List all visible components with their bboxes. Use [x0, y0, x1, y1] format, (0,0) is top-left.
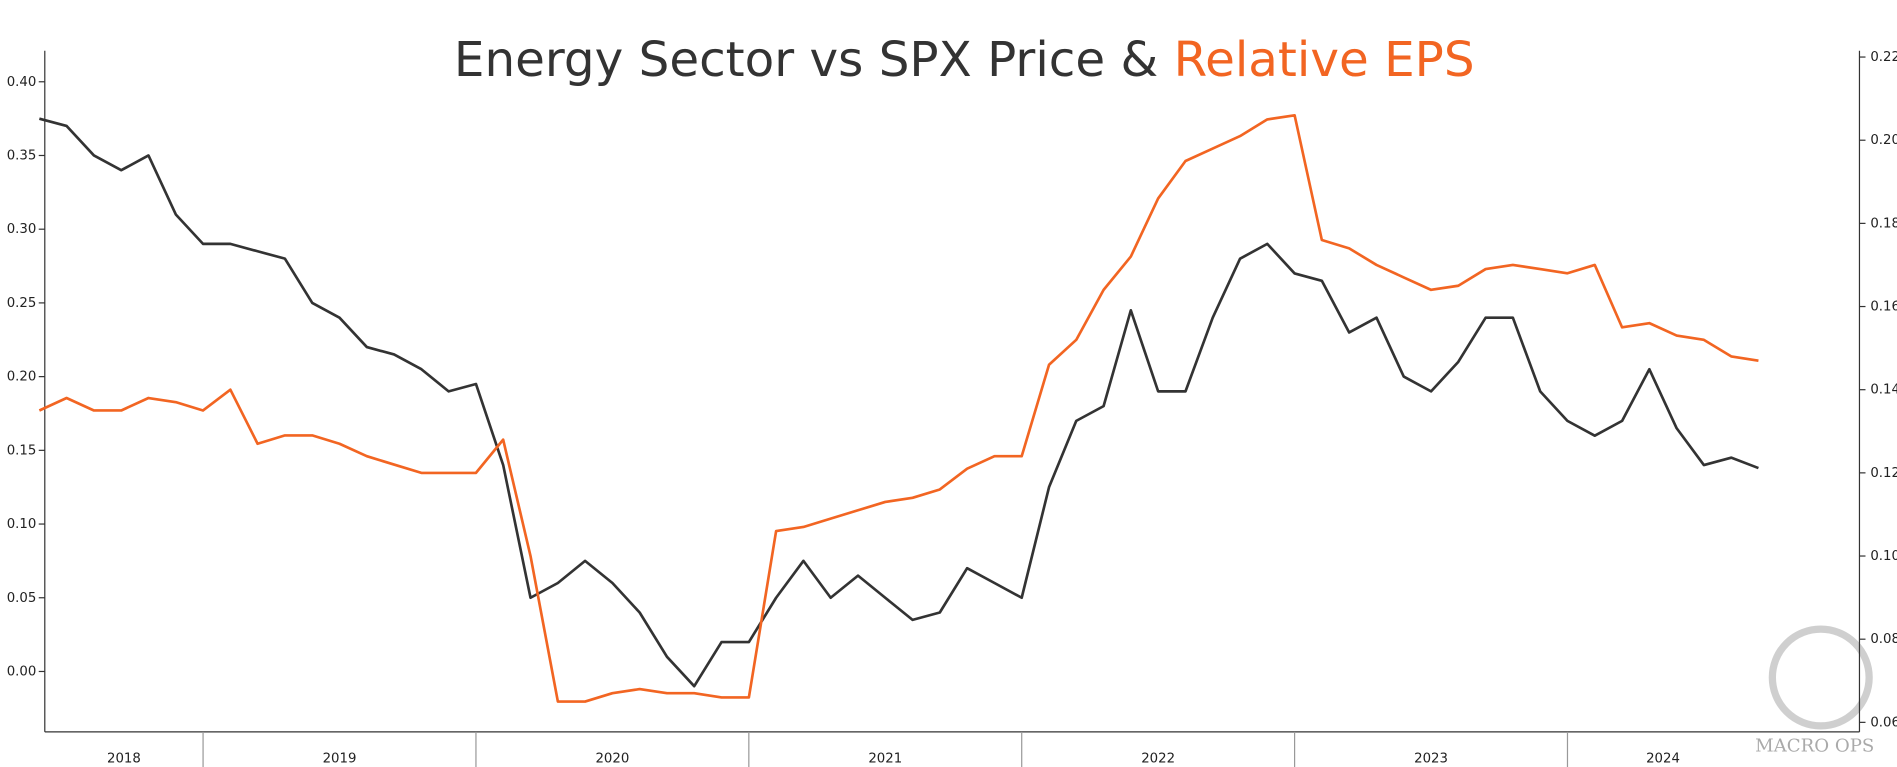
x-tick-label: 2021 [868, 752, 902, 767]
y-tick-label: 0.40 [7, 75, 37, 90]
y2-tick-label: 0.20 [1870, 133, 1897, 148]
y2-tick-label: 0.10 [1870, 549, 1897, 564]
y-tick-label: 0.15 [7, 443, 37, 458]
y2-tick-label: 0.22 [1870, 50, 1897, 65]
series-line [38, 113, 1759, 703]
y2-tick-label: 0.06 [1870, 715, 1897, 730]
x-tick-label: 2022 [1141, 752, 1175, 767]
x-tick-label: 2019 [323, 752, 357, 767]
y2-tick-label: 0.16 [1870, 300, 1897, 315]
title-series-0: Energy Sector vs SPX Price [454, 32, 1105, 88]
y2-tick-label: 0.18 [1870, 216, 1897, 231]
title-connector: & [1121, 32, 1159, 88]
y2-tick-label: 0.08 [1870, 632, 1897, 647]
x-tick-label: 2020 [595, 752, 629, 767]
y-tick-label: 0.30 [7, 222, 37, 237]
series-line [39, 117, 1759, 688]
title-series-1: Relative EPS [1174, 32, 1475, 88]
x-tick-label: 2024 [1646, 752, 1680, 767]
x-tick-label: 2023 [1414, 752, 1448, 767]
watermark-logo [1768, 625, 1873, 730]
y2-tick-label: 0.12 [1870, 466, 1897, 481]
chart-title: Energy Sector vs SPX Price & Relative EP… [454, 32, 1475, 88]
y-tick-label: 0.05 [7, 591, 37, 606]
y-tick-label: 0.00 [7, 664, 37, 679]
y-tick-label: 0.20 [7, 370, 37, 385]
y-tick-label: 0.25 [7, 296, 37, 311]
y-tick-label: 0.10 [7, 517, 37, 532]
watermark: MACRO OPS [1755, 735, 1874, 756]
x-tick-label: 2018 [107, 752, 141, 767]
y2-tick-label: 0.14 [1870, 383, 1897, 398]
y-tick-label: 0.35 [7, 148, 37, 163]
